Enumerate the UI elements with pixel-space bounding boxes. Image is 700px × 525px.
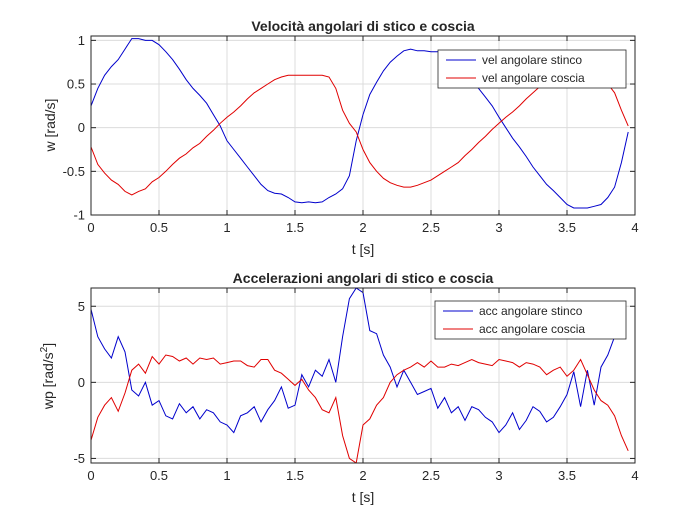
acceleration-x-tick-label: 3	[495, 468, 502, 483]
acceleration-x-tick-label: 0	[87, 468, 94, 483]
velocity-x-tick-label: 2.5	[422, 220, 440, 235]
acceleration-chart-title: Accelerazioni angolari di stico e coscia	[233, 270, 494, 286]
acceleration-x-tick-label: 2.5	[422, 468, 440, 483]
velocity-legend-label-0: vel angolare stinco	[482, 53, 582, 67]
velocity-y-axis-label: w [rad/s]	[42, 99, 58, 153]
velocity-x-axis-label: t [s]	[352, 241, 375, 257]
velocity-x-tick-label: 2	[359, 220, 366, 235]
velocity-y-tick-label: 1	[78, 33, 85, 48]
velocity-legend-box	[437, 49, 627, 89]
velocity-y-tick-label: -1	[73, 208, 85, 223]
velocity-chart-title: Velocità angolari di stico e coscia	[251, 18, 475, 34]
acceleration-x-tick-label: 3.5	[558, 468, 576, 483]
acceleration-subplot: Accelerazioni angolari di stico e coscia…	[39, 270, 639, 505]
acceleration-y-axis-label-sup: 2	[39, 346, 50, 352]
velocity-x-tick-label: 1.5	[286, 220, 304, 235]
acceleration-x-tick-label: 0.5	[150, 468, 168, 483]
acceleration-series-line-0	[91, 288, 616, 434]
velocity-legend: vel angolare stinco vel angolare coscia	[437, 49, 627, 89]
velocity-x-tick-label: 3	[495, 220, 502, 235]
acceleration-y-axis-label-end: ]	[40, 343, 56, 347]
velocity-legend-label-1: vel angolare coscia	[482, 71, 585, 85]
acceleration-y-axis-label-main: wp [rad/s	[40, 352, 56, 410]
acceleration-series-line-1	[91, 354, 629, 463]
velocity-y-tick-label: 0.5	[67, 77, 85, 92]
acceleration-x-tick-label: 4	[631, 468, 638, 483]
velocity-series-line-0	[91, 38, 629, 209]
velocity-x-tick-label: 1	[223, 220, 230, 235]
velocity-x-tick-label: 0	[87, 220, 94, 235]
velocity-subplot: Velocità angolari di stico e coscia t [s…	[42, 18, 639, 257]
acceleration-y-axis-label: wp [rad/s2]	[39, 343, 56, 410]
velocity-y-tick-label: -0.5	[63, 164, 85, 179]
acceleration-y-tick-label: 0	[78, 375, 85, 390]
acceleration-y-tick-label: -5	[73, 451, 85, 466]
acceleration-legend: acc angolare stinco acc angolare coscia	[434, 300, 627, 340]
velocity-x-tick-label: 0.5	[150, 220, 168, 235]
acceleration-x-tick-label: 1	[223, 468, 230, 483]
acceleration-x-tick-label: 2	[359, 468, 366, 483]
acceleration-x-axis-label: t [s]	[352, 489, 375, 505]
acceleration-legend-box	[434, 300, 627, 340]
velocity-x-tick-label: 3.5	[558, 220, 576, 235]
velocity-x-tick-label: 4	[631, 220, 638, 235]
acceleration-y-tick-label: 5	[78, 299, 85, 314]
acceleration-x-tick-label: 1.5	[286, 468, 304, 483]
acceleration-legend-label-0: acc angolare stinco	[479, 304, 583, 318]
acceleration-legend-label-1: acc angolare coscia	[479, 322, 585, 336]
velocity-y-tick-label: 0	[78, 120, 85, 135]
